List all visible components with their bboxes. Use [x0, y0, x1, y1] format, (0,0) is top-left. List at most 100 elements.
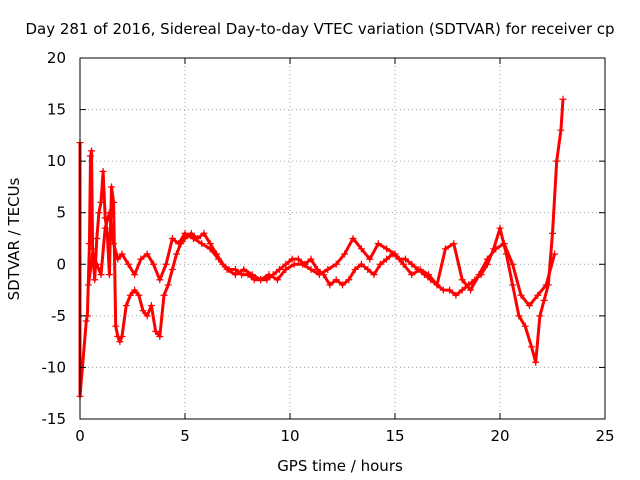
- data-point: [150, 260, 157, 268]
- data-point: [91, 276, 99, 284]
- grid-lines: [80, 58, 605, 419]
- data-point: [156, 276, 164, 284]
- data-point: [391, 250, 399, 258]
- data-point: [307, 255, 315, 263]
- y-tick-label: -5: [51, 307, 66, 325]
- data-point: [542, 281, 550, 289]
- x-tick-label: 0: [75, 427, 85, 445]
- data-point: [467, 286, 475, 294]
- data-point: [341, 250, 349, 258]
- data-point: [112, 322, 120, 330]
- data-point: [475, 271, 483, 279]
- data-point: [408, 260, 416, 268]
- y-tick-label: 5: [56, 204, 66, 222]
- data-point: [425, 271, 433, 279]
- data-point: [540, 296, 548, 304]
- data-point: [450, 240, 458, 248]
- data-point: [108, 183, 115, 191]
- data-point: [200, 229, 208, 237]
- y-tick-label: 15: [47, 101, 66, 119]
- y-tick-label: 20: [47, 49, 66, 67]
- data-point: [402, 255, 409, 263]
- data-point: [458, 276, 466, 284]
- data-point: [82, 317, 90, 325]
- data-point: [181, 229, 189, 237]
- data-point: [549, 229, 556, 237]
- data-point: [95, 209, 103, 217]
- data-point: [152, 327, 160, 335]
- data-point: [349, 235, 357, 242]
- data-point: [147, 302, 155, 310]
- data-point: [351, 265, 359, 273]
- data-point: [332, 260, 340, 268]
- x-tick-label: 15: [385, 427, 404, 445]
- data-point: [168, 235, 176, 242]
- data-point: [240, 265, 248, 273]
- data-point: [366, 255, 374, 263]
- x-tick-label: 25: [595, 427, 614, 445]
- data-point: [273, 276, 281, 284]
- x-tick-label: 5: [180, 427, 190, 445]
- data-point: [97, 198, 105, 206]
- data-point: [173, 250, 181, 258]
- data-point: [143, 312, 151, 320]
- data-point: [383, 245, 391, 253]
- y-tick-label: -10: [42, 358, 67, 376]
- series-trace: [78, 99, 565, 398]
- data-point: [160, 291, 168, 299]
- data-point: [110, 198, 118, 206]
- data-point: [93, 235, 101, 242]
- data-point: [288, 255, 296, 263]
- data-point: [326, 281, 334, 289]
- data-point: [139, 307, 147, 315]
- data-point: [84, 281, 92, 289]
- data-point: [357, 260, 365, 268]
- data-point: [307, 265, 315, 273]
- data-point: [416, 265, 424, 273]
- data-point: [559, 95, 567, 103]
- data-point: [223, 265, 231, 273]
- data-point: [534, 291, 542, 299]
- data-point: [118, 250, 126, 258]
- data-point: [131, 286, 139, 294]
- series-SDTVAR: [76, 95, 567, 400]
- data-point: [315, 271, 323, 279]
- data-point: [276, 265, 283, 273]
- data-point: [357, 245, 365, 253]
- data-point: [189, 235, 197, 242]
- data-point: [446, 286, 454, 294]
- y-axis-ticks: -15 -10 -5 0 5 10 15 20: [42, 49, 605, 428]
- data-point: [231, 271, 239, 279]
- data-point: [116, 338, 124, 346]
- data-point: [110, 240, 118, 248]
- x-axis-label: GPS time / hours: [277, 457, 403, 475]
- data-point: [439, 286, 447, 294]
- data-point: [101, 224, 109, 232]
- data-point: [458, 286, 466, 294]
- y-tick-label: -15: [42, 410, 67, 428]
- data-point: [370, 271, 378, 279]
- chart-title: Day 281 of 2016, Sidereal Day-to-day VTE…: [25, 20, 614, 38]
- data-point: [97, 271, 105, 279]
- data-point: [135, 291, 143, 299]
- data-point: [162, 260, 170, 268]
- data-point: [85, 240, 93, 248]
- data-point: [137, 255, 145, 263]
- data-point: [383, 255, 391, 263]
- data-point: [290, 260, 298, 268]
- y-axis-label: SDTVAR / TECUs: [5, 177, 23, 300]
- y-tick-label: 0: [56, 255, 66, 273]
- data-point: [93, 260, 101, 268]
- data-point: [282, 265, 290, 273]
- data-point: [532, 358, 540, 366]
- data-point: [496, 224, 504, 232]
- y-tick-label: 10: [47, 152, 66, 170]
- data-point: [509, 260, 517, 268]
- data-point: [339, 281, 346, 289]
- data-point: [509, 281, 517, 289]
- data-point: [441, 245, 449, 253]
- data-point: [265, 271, 273, 279]
- data-point: [126, 291, 134, 299]
- data-point: [122, 302, 130, 310]
